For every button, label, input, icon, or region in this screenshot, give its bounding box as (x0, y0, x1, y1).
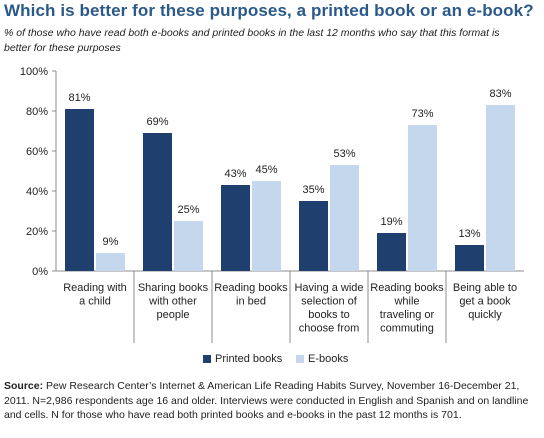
legend: Printed books E-books (0, 353, 544, 369)
legend-label-printed: Printed books (215, 353, 283, 365)
x-tick-label: quickly (468, 309, 502, 321)
y-tick-label: 40% (26, 186, 48, 198)
legend-item-ebooks: E-books (296, 353, 348, 365)
bar-ebook (330, 165, 359, 271)
data-label: 83% (489, 88, 511, 100)
x-tick-label: Reading books (370, 282, 444, 294)
bar-printed (143, 133, 172, 271)
bar-ebook (252, 181, 281, 271)
x-tick-label: people (156, 309, 189, 321)
x-tick-label: with other (148, 296, 197, 308)
legend-swatch-printed (203, 355, 211, 363)
x-tick-label: Sharing books (138, 282, 209, 294)
chart-title: Which is better for these purposes, a pr… (4, 1, 534, 20)
bar-printed (65, 109, 94, 271)
legend-swatch-ebooks (296, 355, 304, 363)
y-tick-label: 100% (20, 66, 48, 78)
bar-printed (299, 201, 328, 271)
x-tick-label: while (393, 296, 419, 308)
x-tick-label: traveling or (380, 309, 435, 321)
y-tick-label: 60% (26, 146, 48, 158)
data-label: 35% (302, 184, 324, 196)
bar-printed (455, 245, 484, 271)
source-note: Source: Pew Research Center’s Internet &… (4, 379, 540, 423)
x-tick-label: books to (308, 309, 350, 321)
x-tick-label: Reading books (214, 282, 288, 294)
data-label: 73% (411, 108, 433, 120)
x-tick-label: selection of (301, 296, 358, 308)
bar-printed (221, 185, 250, 271)
legend-item-printed: Printed books (203, 353, 282, 365)
bar-ebook (174, 221, 203, 271)
x-tick-label: Reading with (63, 282, 127, 294)
x-tick-label: get a book (459, 296, 511, 308)
x-tick-label: Being able to (453, 282, 517, 294)
data-label: 19% (380, 216, 402, 228)
data-label: 81% (68, 92, 90, 104)
x-tick-label: commuting (380, 323, 434, 335)
data-label: 25% (177, 204, 199, 216)
data-label: 43% (224, 168, 246, 180)
y-tick-label: 20% (26, 226, 48, 238)
chart-subtitle: % of those who have read both e-books an… (4, 27, 500, 54)
x-tick-label: in bed (236, 296, 266, 308)
source-text: Pew Research Center’s Internet & America… (4, 380, 529, 421)
bar-ebook (96, 253, 125, 271)
bar-ebook (486, 105, 515, 271)
data-label: 9% (103, 236, 119, 248)
x-tick-label: choose from (299, 323, 360, 335)
data-label: 13% (458, 228, 480, 240)
legend-label-ebooks: E-books (308, 353, 349, 365)
y-tick-label: 80% (26, 106, 48, 118)
bar-ebook (408, 125, 437, 271)
y-tick-label: 0% (32, 266, 48, 278)
data-label: 45% (255, 164, 277, 176)
x-tick-label: a child (79, 296, 111, 308)
data-label: 69% (146, 116, 168, 128)
data-label: 53% (333, 148, 355, 160)
bar-printed (377, 233, 406, 271)
source-label: Source: (4, 380, 44, 392)
x-tick-label: Having a wide (294, 282, 363, 294)
bar-chart: 0% 20% 40% 60% 80% 100% 81% 9% Reading with a chi… (20, 66, 524, 343)
